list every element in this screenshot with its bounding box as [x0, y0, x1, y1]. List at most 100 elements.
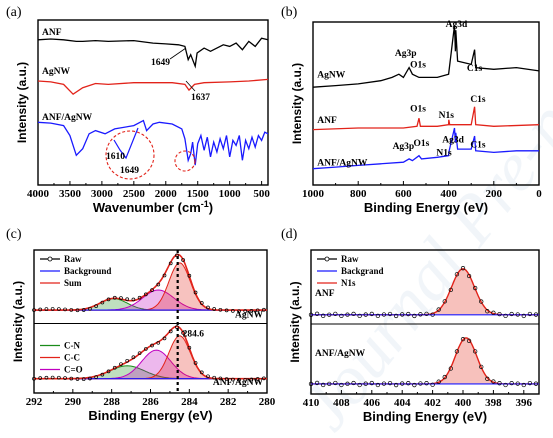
zoom-inset-curve [113, 127, 139, 160]
series-label: AgNW [317, 70, 345, 80]
raw-point [533, 312, 539, 317]
panel-letter: (b) [281, 5, 298, 20]
fit-component-CeqO [34, 289, 267, 311]
raw-point [369, 380, 374, 386]
raw-point [63, 376, 67, 380]
legend-label: C-N [64, 341, 80, 351]
fit-fill [311, 337, 539, 384]
raw-point [308, 312, 314, 317]
data-label: 1649 [151, 58, 170, 68]
raw-point [187, 345, 192, 350]
raw-point [262, 376, 266, 381]
raw-point [100, 372, 105, 377]
x-tick-label: 600 [395, 188, 412, 200]
x-tick-label: 282 [220, 396, 237, 408]
x-tick-label: 280 [259, 396, 276, 408]
raw-point [44, 375, 49, 380]
raw-point [533, 381, 539, 386]
raw-point [473, 285, 478, 291]
plot-frame [310, 249, 540, 395]
annotation-arrow [169, 47, 187, 60]
raw-point [243, 309, 248, 314]
x-tick-label: 2000 [155, 188, 178, 200]
raw-point [527, 380, 533, 386]
raw-point [81, 377, 86, 381]
legend-label: C=O [64, 365, 83, 375]
raw-point [193, 361, 198, 365]
raw-point [100, 300, 105, 305]
y-axis-label: Intensity (a.u.) [288, 281, 302, 362]
raw-point [230, 309, 235, 313]
series-label: ANF/AgNW [42, 113, 93, 123]
raw-point [454, 272, 460, 277]
peak-label: C1s [470, 95, 486, 105]
raw-point [509, 311, 514, 317]
panel-letter: (d) [281, 227, 298, 242]
raw-point [199, 301, 204, 305]
raw-point [333, 311, 338, 317]
raw-point [32, 308, 36, 312]
raw-point [418, 381, 423, 386]
raw-point [436, 379, 441, 384]
x-tick-label: 200 [486, 188, 503, 200]
x-tick-label: 800 [350, 188, 367, 200]
raw-point [162, 273, 167, 278]
legend-label: Sum [64, 278, 82, 288]
x-tick-label: 402 [424, 397, 441, 409]
x-tick-label: 0 [536, 188, 542, 200]
raw-point [442, 374, 447, 380]
raw-point [393, 382, 399, 388]
legend-label: Background [64, 266, 111, 276]
y-axis-label: Intensity (a.u.) [11, 281, 25, 362]
panel-letter: (a) [6, 5, 22, 20]
subplot-label: ANF/AgNW [315, 349, 366, 359]
raw-point [255, 308, 260, 313]
raw-point [375, 313, 381, 319]
raw-point [357, 382, 362, 388]
legend-marker [324, 256, 330, 262]
x-tick-label: 408 [333, 397, 350, 409]
zoom-circle [105, 130, 155, 180]
raw-point [314, 380, 320, 386]
raw-point [249, 377, 254, 382]
raw-point [503, 382, 508, 388]
series-label: ANF [317, 116, 337, 126]
x-tick-label: 2500 [123, 188, 146, 200]
raw-point [81, 308, 86, 312]
raw-point [38, 307, 43, 312]
raw-point [187, 273, 192, 278]
raw-point [156, 282, 161, 287]
raw-point [357, 313, 362, 319]
raw-point [460, 336, 466, 342]
raw-point [448, 366, 453, 371]
raw-point [69, 376, 74, 381]
panel-c: 292 290 288 286 284 282 280 Binding Energy (eV)… [6, 227, 276, 423]
raw-point [125, 297, 130, 302]
raw-point [430, 382, 435, 387]
raw-point [327, 381, 332, 386]
series-line-2 [37, 119, 269, 166]
raw-point [442, 299, 447, 304]
raw-point [503, 313, 508, 319]
raw-point [32, 376, 36, 381]
raw-point [412, 313, 417, 319]
raw-point [333, 380, 338, 386]
x-tick-label: 400 [440, 188, 457, 200]
legend-marker [47, 256, 53, 262]
peak-label: Ag3d [446, 20, 468, 30]
panel-d: 410 408 406 404 402 400 398 396 Binding Energy (… [281, 227, 540, 424]
raw-point [75, 377, 80, 381]
raw-point [473, 349, 478, 354]
peak-label: O1s [410, 61, 426, 71]
raw-point [63, 307, 67, 312]
raw-point [50, 307, 55, 311]
raw-point [162, 336, 167, 341]
x-axis-label: Binding Energy (eV) [364, 200, 488, 215]
raw-point [224, 377, 229, 381]
x-tick-label: 286 [142, 396, 159, 408]
raw-point [137, 351, 142, 356]
raw-point [137, 295, 142, 300]
raw-point [249, 308, 254, 313]
y-axis-label: Intensity (a.u.) [15, 62, 29, 143]
panel-letter: (c) [6, 227, 22, 242]
